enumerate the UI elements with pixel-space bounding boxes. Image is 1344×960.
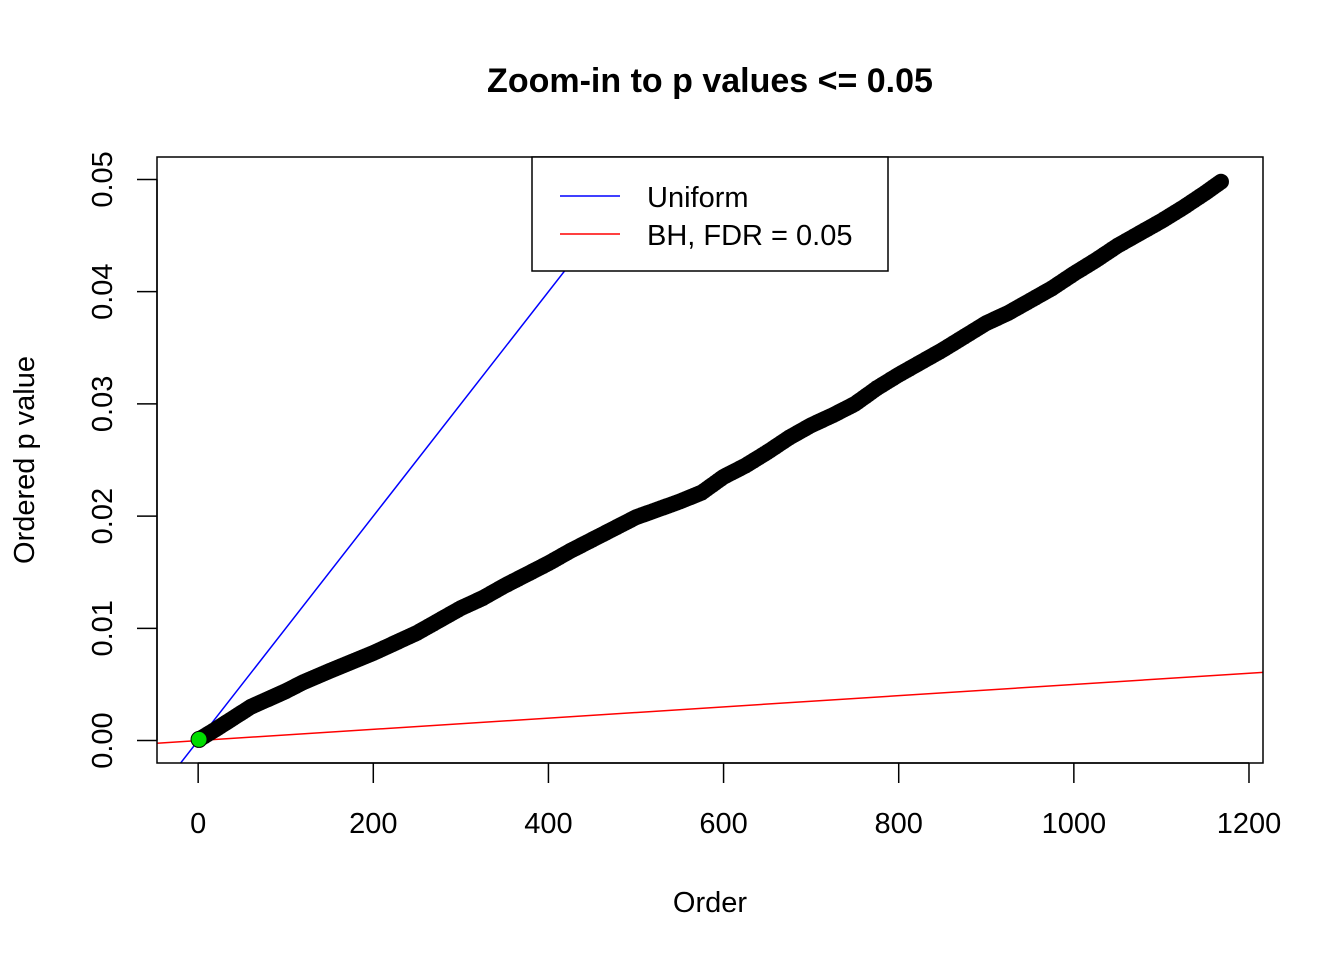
y-axis-label: Ordered p value (9, 356, 41, 564)
highlight-point (190, 730, 208, 748)
legend: Uniform BH, FDR = 0.05 (531, 156, 889, 272)
x-tick-label: 200 (349, 808, 397, 840)
y-axis: 0.00 0.01 0.02 0.03 0.04 0.05 (87, 151, 158, 769)
x-tick-label: 0 (190, 808, 206, 840)
x-tick-label: 600 (699, 808, 747, 840)
x-axis: 0 200 400 600 800 1000 1200 (190, 762, 1282, 840)
y-tick-label: 0.03 (87, 376, 119, 432)
line-uniform (179, 157, 655, 763)
x-tick-label: 1200 (1217, 808, 1282, 840)
y-tick-label: 0.00 (87, 712, 119, 768)
y-tick-label: 0.05 (87, 151, 119, 207)
x-tick-label: 400 (524, 808, 572, 840)
y-tick-label: 0.02 (87, 488, 119, 544)
x-tick-label: 1000 (1042, 808, 1107, 840)
plot-area (157, 157, 1263, 763)
legend-label-bh: BH, FDR = 0.05 (647, 220, 853, 252)
x-axis-label: Order (673, 887, 747, 919)
x-tick-label: 800 (875, 808, 923, 840)
line-bh-fdr-0-05 (157, 671, 1263, 744)
chart-title: Zoom-in to p values <= 0.05 (487, 62, 933, 100)
y-tick-label: 0.04 (87, 263, 119, 319)
legend-label-uniform: Uniform (647, 182, 749, 214)
y-tick-label: 0.01 (87, 600, 119, 656)
data-point (1212, 173, 1229, 190)
legend-box (531, 156, 889, 272)
